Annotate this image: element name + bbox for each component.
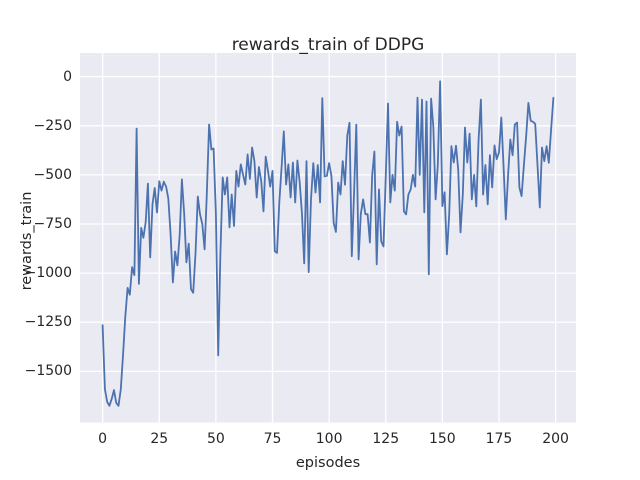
y-tick-label: −500 <box>33 166 72 183</box>
x-tick-label: 0 <box>98 431 108 447</box>
series-line-rewards_train <box>101 80 555 407</box>
x-axis-label: episodes <box>295 455 361 471</box>
y-tick-label: −1500 <box>24 363 72 380</box>
y-tick-label: 0 <box>63 68 72 85</box>
x-tick-label: 150 <box>428 431 456 447</box>
x-tick-label: 50 <box>206 431 225 447</box>
y-tick-label: −1250 <box>24 314 72 331</box>
y-tick-label: −750 <box>33 215 72 232</box>
x-tick-label: 125 <box>372 431 400 447</box>
x-tick-label: 25 <box>150 431 169 447</box>
x-tick-label: 175 <box>485 431 513 447</box>
y-tick-label: −250 <box>33 117 72 134</box>
y-tick-label: −1000 <box>24 265 72 282</box>
x-tick-label: 100 <box>315 431 343 447</box>
chart-title: rewards_train of DDPG <box>231 35 425 55</box>
axes-background <box>80 53 576 423</box>
x-tick-label: 75 <box>263 431 282 447</box>
x-tick-label: 200 <box>542 431 569 447</box>
